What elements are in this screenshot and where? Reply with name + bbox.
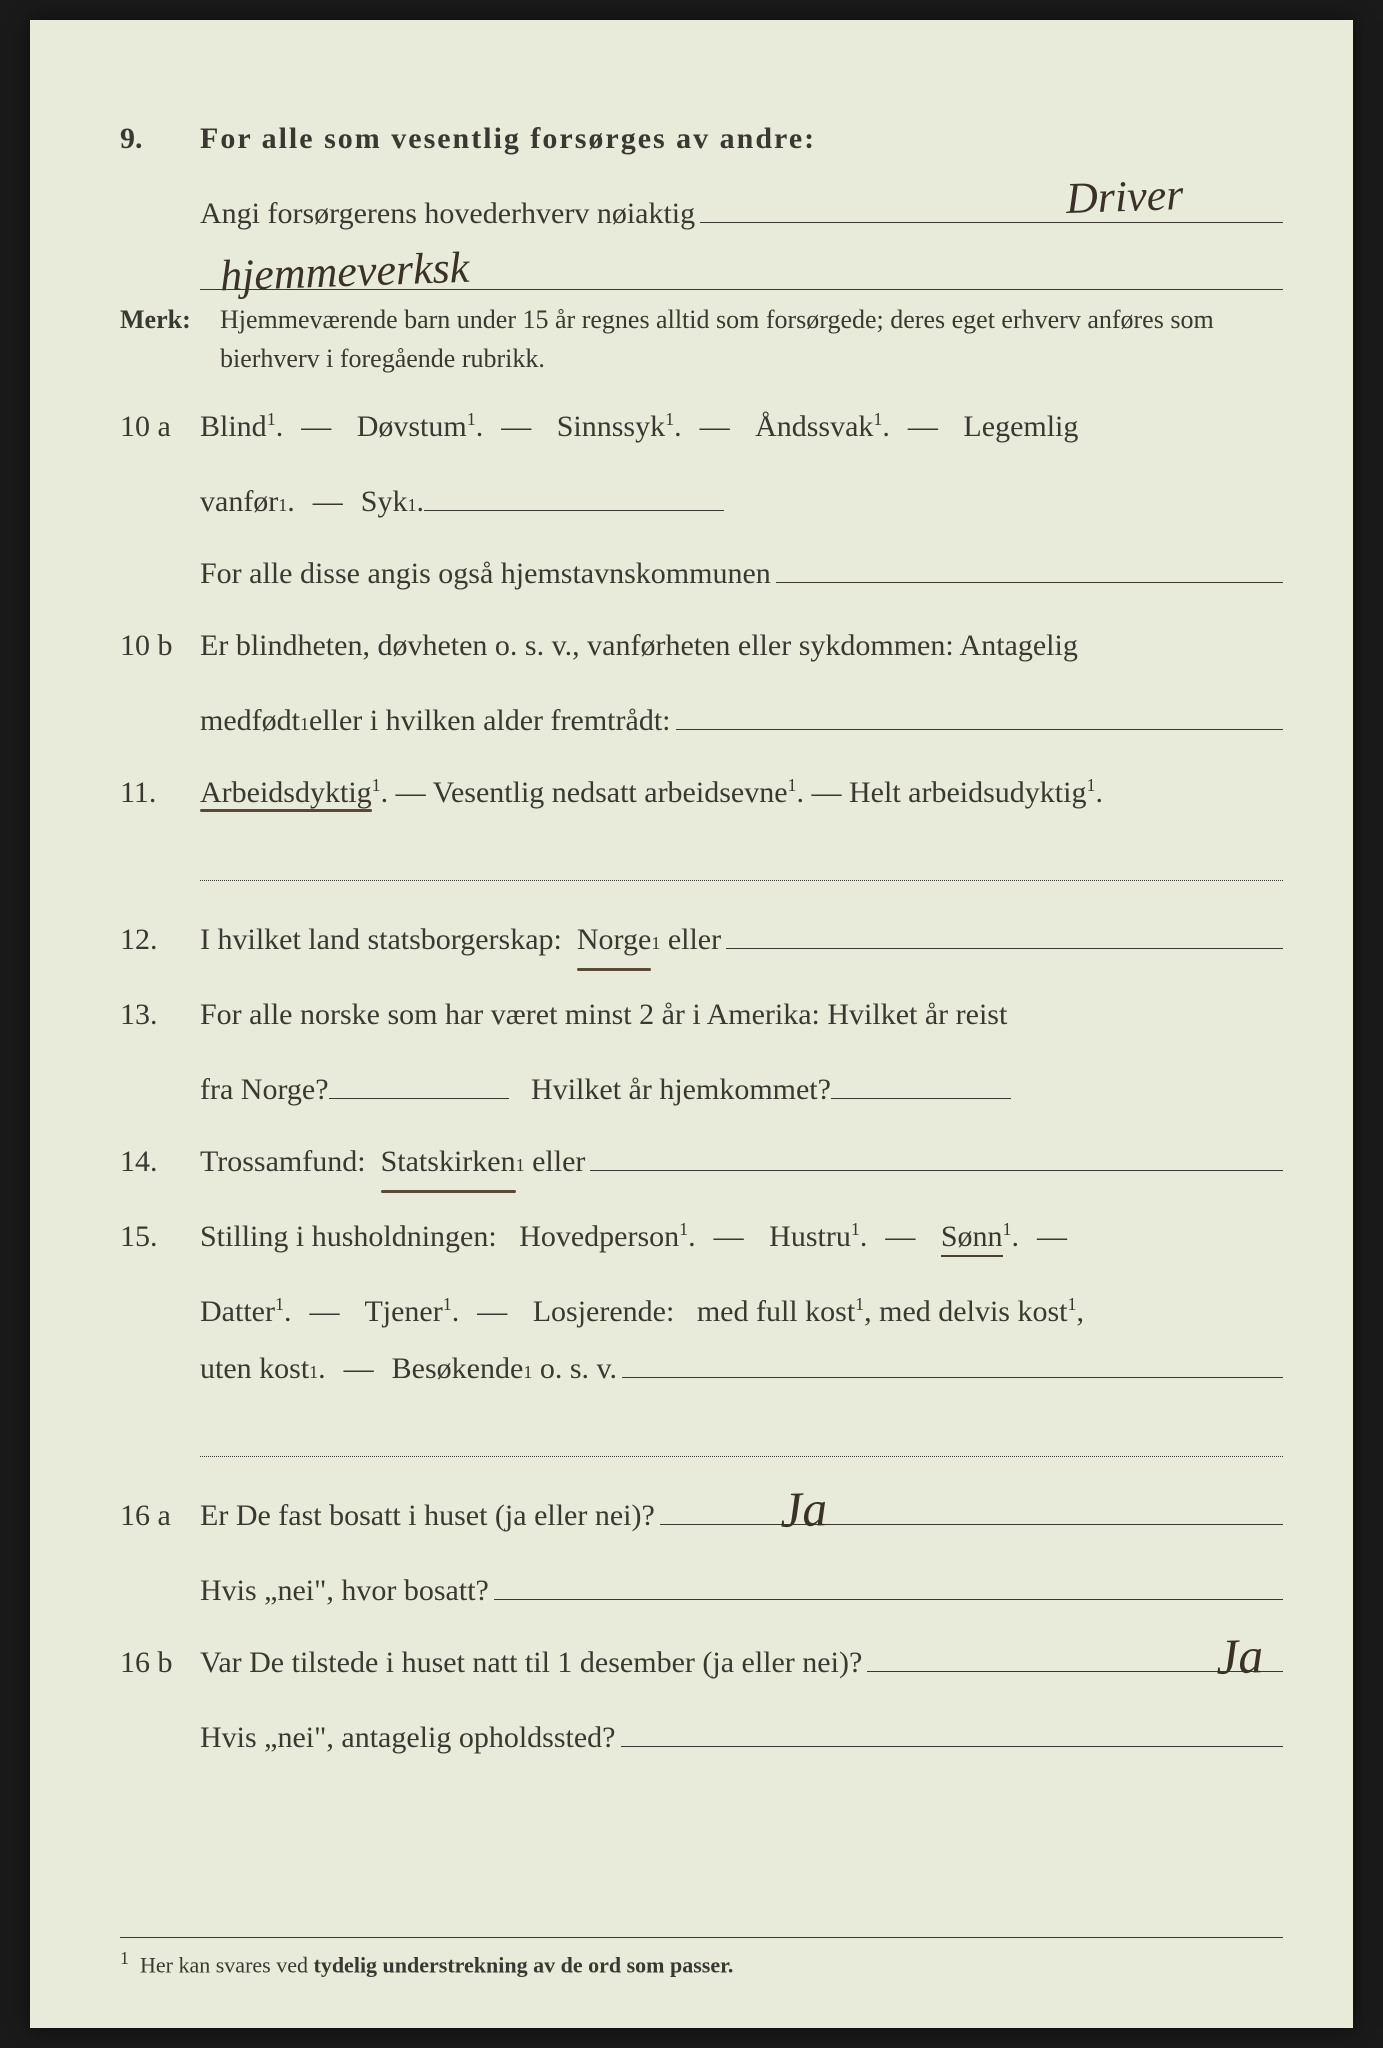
q12-opt: Norge xyxy=(577,911,651,968)
q12-row: 12. I hvilket land statsborgerskap: Norg… xyxy=(120,911,1283,968)
q9-fill1 xyxy=(700,193,1283,223)
q10a-line2-text: For alle disse angis også hjemstavnskomm… xyxy=(200,545,771,602)
q15-o4: Tjener xyxy=(364,1295,442,1328)
q10a-opt1: Døvstum xyxy=(357,410,467,443)
q13-num: 13. xyxy=(120,986,200,1043)
q10a-row: 10 a Blind1.— Døvstum1.— Sinnssyk1.— Ånd… xyxy=(120,398,1283,455)
q11-num: 11. xyxy=(120,764,200,821)
q9-hand2: hjemmeverksk xyxy=(219,226,471,318)
q10b-row: 10 b Er blindheten, døvheten o. s. v., v… xyxy=(120,617,1283,674)
footnote-text: Her kan svares ved xyxy=(140,1952,308,1977)
q10a-line2: For alle disse angis også hjemstavnskomm… xyxy=(200,545,1283,602)
q16b-cont: Hvis „nei", antagelig opholdssted? xyxy=(200,1709,1283,1766)
q16a-content: Er De fast bosatt i huset (ja eller nei)… xyxy=(200,1487,1283,1544)
q10a-opt5: Syk xyxy=(361,473,408,530)
q16a-hand: Ja xyxy=(778,1461,828,1558)
q10a-content: Blind1.— Døvstum1.— Sinnssyk1.— Åndssvak… xyxy=(200,398,1283,455)
q11-opt1: Arbeidsdyktig xyxy=(200,776,372,809)
q10b-num: 10 b xyxy=(120,617,200,674)
q11-row: 11. Arbeidsdyktig1. — Vesentlig nedsatt … xyxy=(120,764,1283,821)
census-form-page: 9. For alle som vesentlig forsørges av a… xyxy=(30,20,1353,2028)
q16b-text2: Hvis „nei", antagelig opholdssted? xyxy=(200,1709,616,1766)
q15-lo1: med delvis kost xyxy=(879,1295,1067,1328)
q9-line2-row: hjemmeverksk xyxy=(200,260,1283,290)
q14-row: 14. Trossamfund: Statskirken1 eller xyxy=(120,1133,1283,1190)
q16b-content: Var De tilstede i huset natt til 1 desem… xyxy=(200,1634,1283,1691)
q16a-text2: Hvis „nei", hvor bosatt? xyxy=(200,1562,489,1619)
q16a-cont: Hvis „nei", hvor bosatt? xyxy=(200,1562,1283,1619)
q15-o2: Sønn xyxy=(941,1220,1003,1257)
q10b-text3: eller i hvilken alder fremtrådt: xyxy=(309,692,671,749)
q10a-opt2: Sinnssyk xyxy=(557,410,665,443)
q14-opt: Statskirken xyxy=(381,1133,516,1190)
q15-los: Losjerende: xyxy=(533,1295,675,1328)
q10a-cont: vanfør1.— Syk1. xyxy=(200,473,1283,530)
q10a-num: 10 a xyxy=(120,398,200,455)
q15-cont1: Datter1.— Tjener1.— Losjerende: med full… xyxy=(200,1283,1283,1340)
q11-content: Arbeidsdyktig1. — Vesentlig nedsatt arbe… xyxy=(200,764,1283,821)
q14-num: 14. xyxy=(120,1133,200,1190)
q9-num: 9. xyxy=(120,110,200,167)
footnote: 1 Her kan svares ved tydelig understrekn… xyxy=(120,1937,1283,1978)
q13-row: 13. For alle norske som har været minst … xyxy=(120,986,1283,1043)
merk-label: Merk: xyxy=(120,305,220,335)
q14-label: Trossamfund: xyxy=(200,1133,366,1190)
q15-osv: o. s. v. xyxy=(540,1340,617,1397)
q15-blank-line xyxy=(200,1427,1283,1457)
q10a-opt0: Blind xyxy=(200,410,267,443)
q13-text1: For alle norske som har været minst 2 år… xyxy=(200,986,1283,1043)
q16a-row: 16 a Er De fast bosatt i huset (ja eller… xyxy=(120,1487,1283,1544)
q15-o1: Hustru xyxy=(769,1220,851,1253)
q15-num: 15. xyxy=(120,1208,200,1265)
q15-o3: Datter xyxy=(200,1295,275,1328)
q11-blank-line xyxy=(200,851,1283,881)
q10b-text2: medfødt xyxy=(200,692,300,749)
q12-num: 12. xyxy=(120,911,200,968)
q13-text2: fra Norge? xyxy=(200,1061,329,1118)
q12-content: I hvilket land statsborgerskap: Norge1 e… xyxy=(200,911,1283,968)
q15-o0: Hovedperson xyxy=(519,1220,679,1253)
q16a-text1: Er De fast bosatt i huset (ja eller nei)… xyxy=(200,1487,655,1544)
q15-row: 15. Stilling i husholdningen: Hovedperso… xyxy=(120,1208,1283,1265)
q13-cont: fra Norge? Hvilket år hjemkommet? xyxy=(200,1061,1283,1118)
q15-label: Stilling i husholdningen: xyxy=(200,1220,497,1253)
q15-lo2: uten kost xyxy=(200,1340,309,1397)
q14-after: eller xyxy=(532,1133,585,1190)
footnote-sup: 1 xyxy=(120,1948,129,1968)
footnote-bold: tydelig understrekning av de ord som pas… xyxy=(314,1952,734,1977)
q12-after: eller xyxy=(668,911,721,968)
q16b-row: 16 b Var De tilstede i huset natt til 1 … xyxy=(120,1634,1283,1691)
q15-cont2: uten kost1.— Besøkende1 o. s. v. xyxy=(200,1340,1283,1397)
q16b-num: 16 b xyxy=(120,1634,200,1691)
q10b-text1: Er blindheten, døvheten o. s. v., vanfør… xyxy=(200,617,1283,674)
q14-content: Trossamfund: Statskirken1 eller xyxy=(200,1133,1283,1190)
q11-opt2: Vesentlig nedsatt arbeidsevne xyxy=(433,776,788,809)
q16b-text1: Var De tilstede i huset natt til 1 desem… xyxy=(200,1634,862,1691)
q16b-hand: Ja xyxy=(1214,1608,1264,1705)
q11-opt3: Helt arbeidsudyktig xyxy=(849,776,1086,809)
q12-text: I hvilket land statsborgerskap: xyxy=(200,911,562,968)
q15-lo0: med full kost xyxy=(697,1295,855,1328)
q10a-opt3: Åndssvak xyxy=(755,410,873,443)
q9-hand1: Driver xyxy=(1064,153,1184,241)
q15-content: Stilling i husholdningen: Hovedperson1.—… xyxy=(200,1208,1283,1265)
q13-text3: Hvilket år hjemkommet? xyxy=(531,1061,831,1118)
q16a-num: 16 a xyxy=(120,1487,200,1544)
q15-bes: Besøkende xyxy=(392,1340,524,1397)
q10b-cont: medfødt1 eller i hvilken alder fremtrådt… xyxy=(200,692,1283,749)
